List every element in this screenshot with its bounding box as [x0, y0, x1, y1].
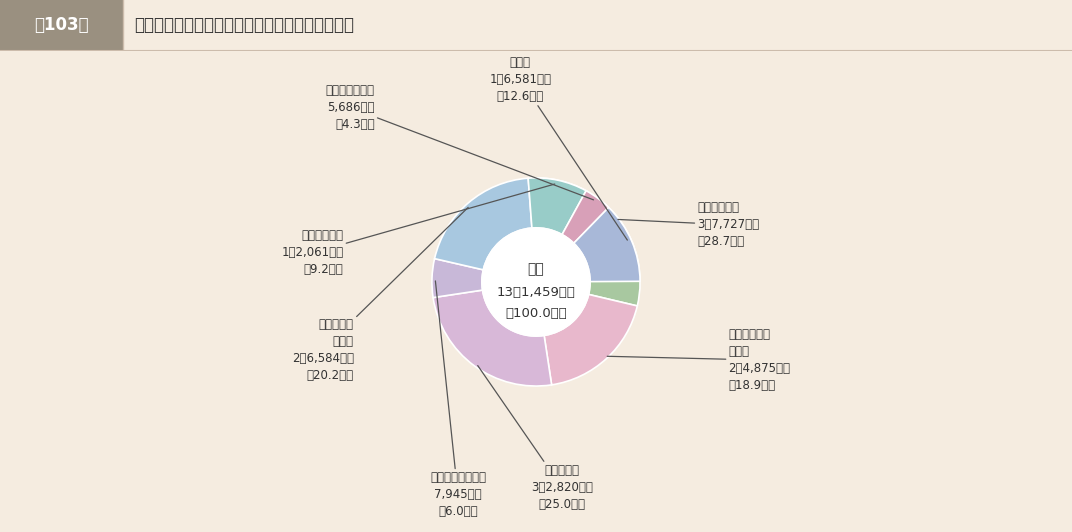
Wedge shape [528, 178, 586, 235]
Text: 歳入: 歳入 [527, 262, 545, 277]
Text: 国庫支出金
3兆2,820億円
（25.0％）: 国庫支出金 3兆2,820億円 （25.0％） [478, 365, 593, 511]
Wedge shape [574, 207, 640, 281]
Text: 療養給付費等
負担金
2兆4,875億円
（18.9％）: 療養給付費等 負担金 2兆4,875億円 （18.9％） [607, 328, 790, 392]
Wedge shape [536, 178, 640, 306]
Wedge shape [545, 294, 637, 385]
Text: 13兆1,459億円: 13兆1,459億円 [496, 286, 576, 299]
Text: その他
1兆6,581億円
（12.6％）: その他 1兆6,581億円 （12.6％） [490, 56, 627, 240]
Wedge shape [562, 191, 609, 243]
Wedge shape [432, 259, 483, 297]
Text: 第103図: 第103図 [34, 16, 89, 34]
Text: 国民健康保険事業の歳入決算の状況（事業勘定）: 国民健康保険事業の歳入決算の状況（事業勘定） [134, 16, 354, 34]
Text: 都道府県支出金
5,686億円
（4.3％）: 都道府県支出金 5,686億円 （4.3％） [326, 84, 594, 200]
Text: 他会計繰入金
1兆2,061億円
（9.2％）: 他会計繰入金 1兆2,061億円 （9.2％） [281, 184, 554, 276]
Wedge shape [434, 178, 532, 270]
Text: （100.0％）: （100.0％） [505, 306, 567, 320]
Circle shape [482, 228, 590, 336]
Bar [0, 0, 123, 51]
Text: 保険税（料）
3兆7,727億円
（28.7％）: 保険税（料） 3兆7,727億円 （28.7％） [617, 201, 759, 248]
Text: 療養給付費
交付金
2兆6,584億円
（20.2％）: 療養給付費 交付金 2兆6,584億円 （20.2％） [292, 207, 468, 381]
Text: 財政調整交付金等
7,945億円
（6.0％）: 財政調整交付金等 7,945億円 （6.0％） [430, 281, 486, 518]
Wedge shape [433, 290, 552, 386]
